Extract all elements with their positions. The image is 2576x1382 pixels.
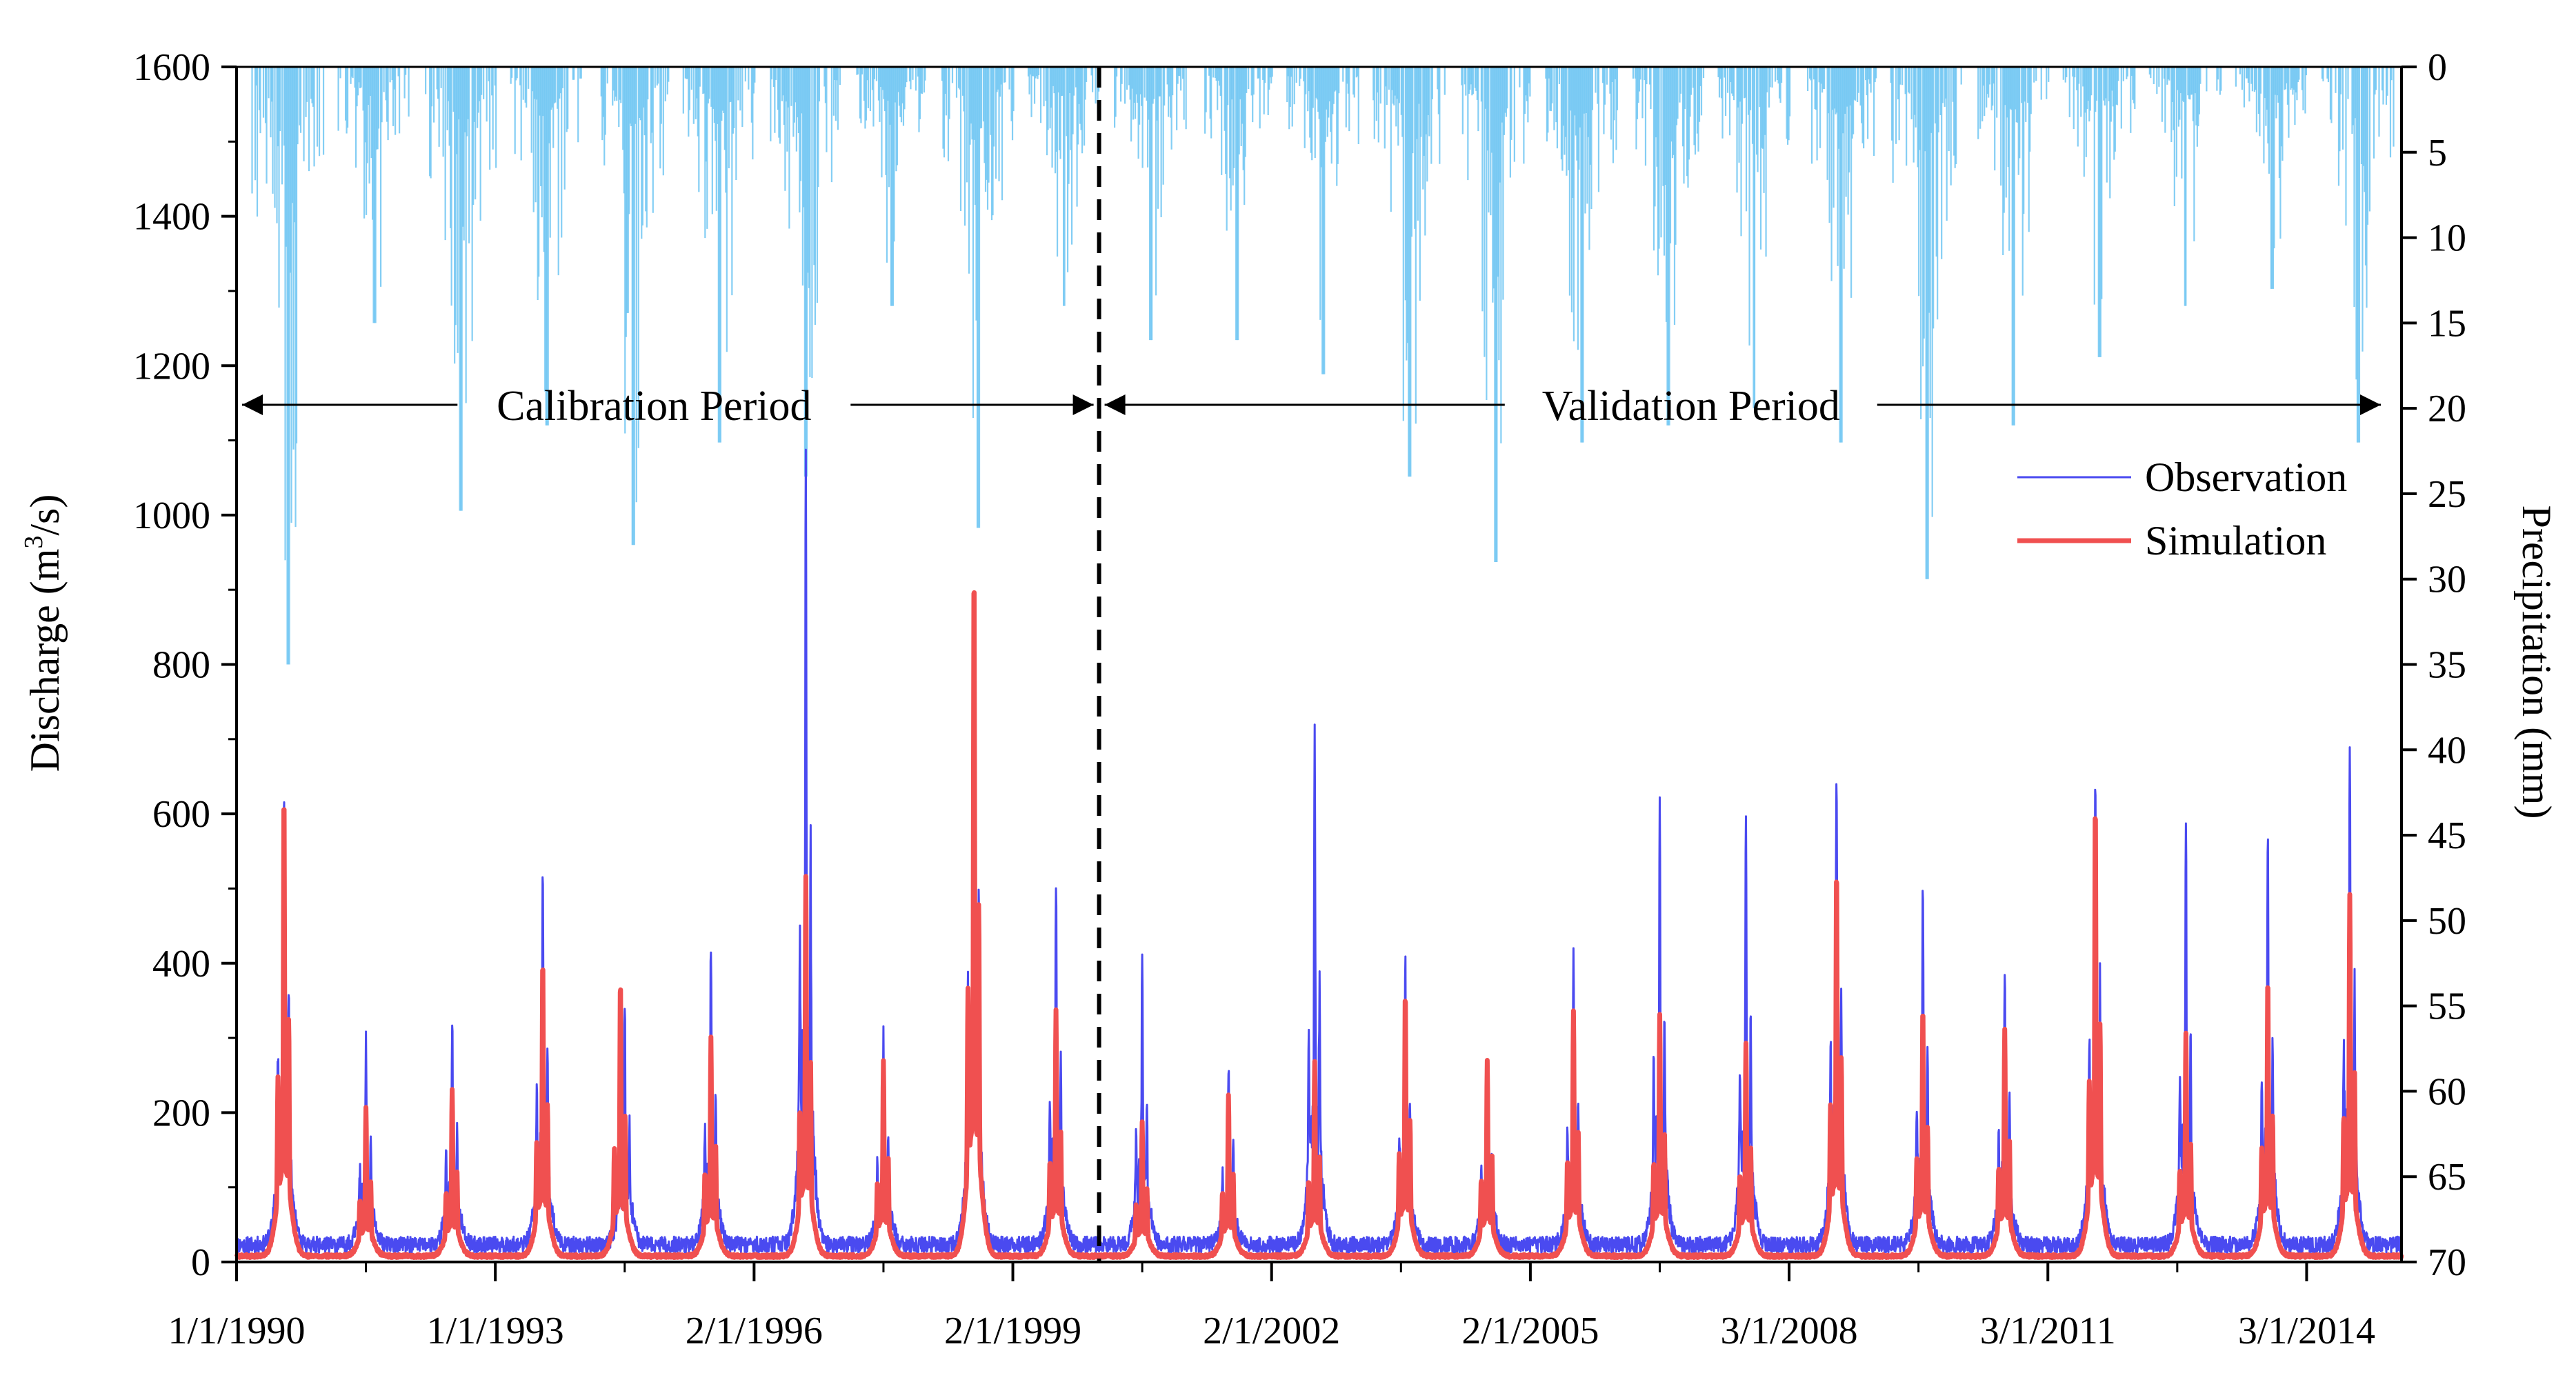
simulation-series [234,590,2404,1260]
left-axis-title: Discharge (m3/s) [19,494,68,772]
observation-line [235,448,2403,1254]
period-label: Calibration Period [497,383,811,430]
left-tick-label: 1400 [133,196,210,239]
x-tick-label: 3/1/2008 [1721,1310,1858,1352]
simulation-line [234,590,2404,1260]
right-tick-label: 55 [2428,985,2466,1028]
left-tick-label: 1600 [133,46,210,89]
left-tick-label: 800 [152,644,210,687]
left-tick-label: 200 [152,1092,210,1134]
legend: Observation Simulation [2017,454,2347,563]
left-tick-label: 400 [152,943,210,985]
left-axis-ticks: 0 200 400 600 800 1000 1200 1400 1600 [133,46,237,1284]
observation-series [235,448,2403,1254]
right-axis-title: Precipitation (mm) [2514,505,2559,819]
x-tick-label: 2/1/2005 [1461,1310,1599,1352]
precipitation-series [251,67,2395,665]
left-tick-label: 0 [191,1241,210,1284]
left-tick-label: 600 [152,793,210,836]
legend-label: Observation [2145,454,2347,500]
period-annotations: Calibration Period Validation Period [242,67,2381,1262]
legend-label: Simulation [2145,518,2326,563]
right-tick-label: 30 [2428,559,2466,601]
right-tick-label: 15 [2428,302,2466,345]
x-tick-label: 3/1/2014 [2238,1310,2375,1352]
right-tick-label: 35 [2428,644,2466,687]
x-tick-label: 1/1/1990 [168,1310,305,1352]
period-label: Validation Period [1542,383,1840,430]
right-tick-label: 20 [2428,388,2466,430]
right-tick-label: 50 [2428,900,2466,943]
x-tick-label: 2/1/1999 [944,1310,1081,1352]
right-tick-label: 70 [2428,1241,2466,1284]
x-tick-label: 2/1/1996 [686,1310,823,1352]
right-tick-label: 25 [2428,473,2466,516]
left-tick-label: 1200 [133,345,210,388]
right-tick-label: 5 [2428,132,2447,174]
x-tick-label: 3/1/2011 [1980,1310,2116,1352]
right-axis-ticks: 0 5 10 15 20 25 30 35 40 45 50 55 60 65 70 [2402,46,2466,1284]
right-tick-label: 45 [2428,814,2466,857]
right-tick-label: 0 [2428,46,2447,89]
x-tick-label: 1/1/1993 [427,1310,564,1352]
left-tick-label: 1000 [133,494,210,537]
x-tick-label: 2/1/2002 [1203,1310,1340,1352]
x-axis-ticks: 1/1/1990 1/1/1993 2/1/1996 2/1/1999 2/1/2002… [168,1262,2375,1352]
right-tick-label: 65 [2428,1156,2466,1199]
right-tick-label: 40 [2428,729,2466,772]
right-tick-label: 10 [2428,217,2466,260]
right-tick-label: 60 [2428,1070,2466,1113]
